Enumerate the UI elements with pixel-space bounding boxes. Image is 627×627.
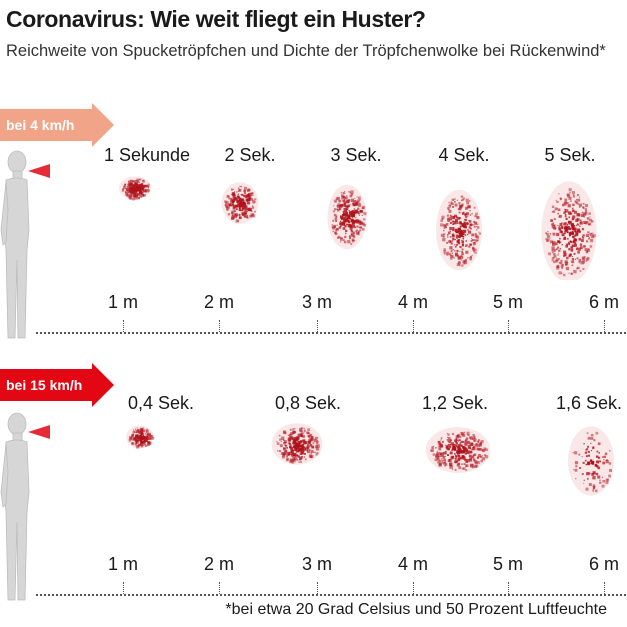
axis-tick	[508, 320, 509, 332]
axis-tick	[508, 582, 509, 594]
person-figure-icon	[0, 412, 30, 601]
droplet-cloud	[221, 182, 259, 224]
distance-label: 6 m	[588, 554, 620, 574]
page-title: Coronavirus: Wie weit fliegt ein Huster?	[6, 6, 426, 32]
distance-label: 1 m	[107, 292, 139, 312]
footnote: *bei etwa 20 Grad Celsius und 50 Prozent…	[225, 601, 607, 618]
distance-axis	[36, 332, 626, 334]
droplet-cloud	[327, 184, 367, 250]
droplet-cloud	[436, 189, 482, 271]
axis-tick	[123, 582, 124, 594]
distance-label: 1 m	[107, 554, 139, 574]
distance-axis	[36, 594, 626, 596]
distance-label: 4 m	[397, 292, 429, 312]
time-label: 4 Sek.	[438, 145, 490, 165]
time-label: 1,6 Sek.	[555, 393, 623, 413]
axis-tick	[604, 320, 605, 332]
droplet-cloud	[425, 427, 491, 473]
axis-tick	[317, 320, 318, 332]
distance-label: 3 m	[301, 292, 333, 312]
axis-tick	[123, 320, 124, 332]
wind-label-fast: bei 15 km/h	[6, 377, 83, 393]
droplet-cloud	[271, 423, 323, 465]
axis-tick	[604, 582, 605, 594]
distance-label: 5 m	[492, 554, 524, 574]
distance-label: 6 m	[588, 292, 620, 312]
wind-label-slow: bei 4 km/h	[6, 117, 75, 133]
time-label: 2 Sek.	[224, 145, 276, 165]
axis-tick	[413, 320, 414, 332]
time-label: 0,4 Sek.	[127, 393, 195, 413]
distance-label: 2 m	[203, 292, 235, 312]
subtitle: Reichweite von Spucketröpfchen und Dicht…	[6, 42, 606, 60]
wind-arrow-fast	[0, 363, 114, 407]
distance-label: 5 m	[492, 292, 524, 312]
droplet-cloud	[118, 176, 152, 201]
time-label: 3 Sek.	[330, 145, 382, 165]
droplet-cloud	[568, 426, 614, 496]
distance-label: 3 m	[301, 554, 333, 574]
axis-tick	[413, 582, 414, 594]
distance-label: 4 m	[397, 554, 429, 574]
time-label: 0,8 Sek.	[274, 393, 342, 413]
time-label: 5 Sek.	[544, 145, 596, 165]
person-figure-icon	[0, 150, 30, 339]
time-label: 1,2 Sek.	[421, 393, 489, 413]
time-label: 1 Sekunde	[103, 145, 191, 165]
axis-tick	[219, 320, 220, 332]
axis-tick	[317, 582, 318, 594]
droplet-cloud	[126, 425, 155, 449]
distance-label: 2 m	[203, 554, 235, 574]
axis-tick	[219, 582, 220, 594]
wind-arrow-slow	[0, 103, 114, 147]
droplet-cloud	[541, 181, 597, 280]
cough-spray-icon	[28, 164, 50, 178]
cough-spray-icon	[28, 425, 50, 439]
